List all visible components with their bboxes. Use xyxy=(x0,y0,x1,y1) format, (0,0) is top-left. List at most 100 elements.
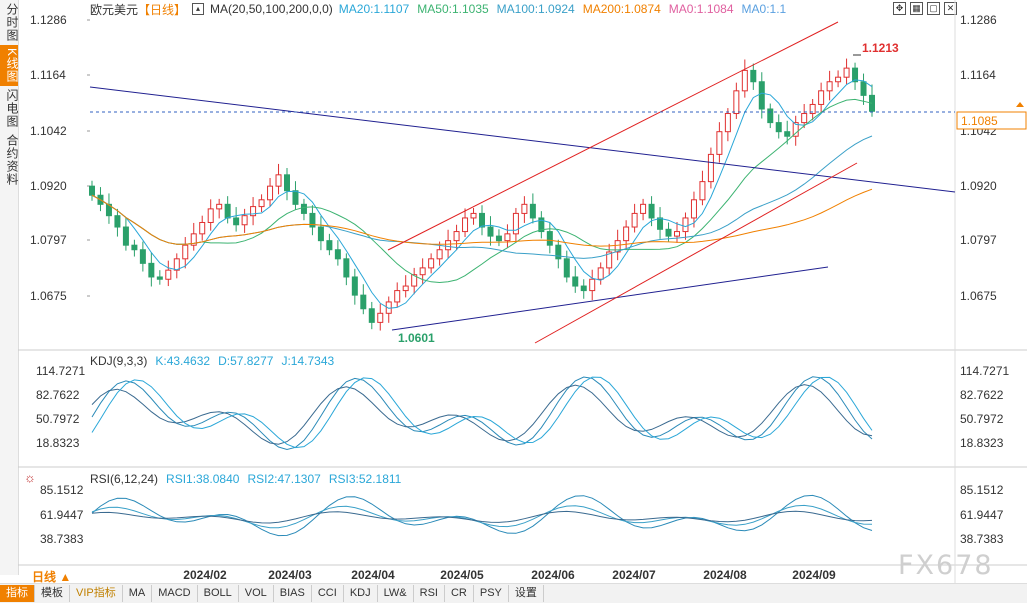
candle-body xyxy=(122,226,129,246)
rsi-title-row: RSI(6,12,24) RSI1:38.0840 RSI2:47.1307 R… xyxy=(90,472,401,486)
indicator-button-3[interactable]: MA xyxy=(123,585,153,602)
candle-body xyxy=(479,212,485,228)
maximize-icon[interactable]: ▢ xyxy=(927,2,940,15)
indicator-button-14[interactable]: 设置 xyxy=(509,585,544,602)
candle-body xyxy=(640,203,647,214)
candle-body xyxy=(114,215,121,228)
candle-body xyxy=(241,215,248,226)
indicator-button-11[interactable]: RSI xyxy=(414,585,445,602)
channel-upper xyxy=(387,21,839,251)
tab-flash-chart[interactable]: 闪电图 xyxy=(5,89,19,129)
left-price-tick-label: 1.1286 xyxy=(30,13,67,27)
trendline-descending xyxy=(89,86,956,193)
left-kdj-tick-label: 50.7972 xyxy=(36,412,80,426)
x-axis-label: 2024/09 xyxy=(792,568,836,582)
ma200-line xyxy=(91,188,873,247)
candle-body xyxy=(521,203,528,214)
candle-body xyxy=(707,153,714,183)
candle-body xyxy=(334,249,341,260)
candle-body xyxy=(801,113,808,124)
rsi-tick-label: 85.1512 xyxy=(960,483,1004,497)
x-axis-label: 2024/03 xyxy=(268,568,312,582)
price-tick-label: 1.0797 xyxy=(960,233,997,247)
kdj-tick-label: 114.7271 xyxy=(960,364,1009,378)
move-icon[interactable]: ✥ xyxy=(893,2,906,15)
kdj-title-row: KDJ(9,3,3) K:43.4632 D:57.8277 J:14.7343 xyxy=(90,354,334,368)
period-tag[interactable]: 【日线】 xyxy=(138,2,187,17)
rsi2-line xyxy=(91,504,873,529)
candle-body xyxy=(623,226,630,242)
indicator-button-13[interactable]: PSY xyxy=(474,585,509,602)
rsi-settings-icon[interactable]: ☼ xyxy=(24,470,36,485)
indicator-button-2[interactable]: VIP指标 xyxy=(70,585,123,602)
grid-icon[interactable]: ▦ xyxy=(910,2,923,15)
ma-settings-icon[interactable]: ▴ xyxy=(192,3,205,15)
price-tick-label: 1.0920 xyxy=(960,179,997,193)
candle-body xyxy=(199,221,206,235)
watermark: FX678 xyxy=(898,550,994,581)
candle-body xyxy=(300,203,307,214)
indicator-button-4[interactable]: MACD xyxy=(152,585,198,602)
rsi-1: RSI1:38.0840 xyxy=(166,472,240,486)
candle-body xyxy=(784,131,791,137)
rsi3-line xyxy=(91,510,873,524)
kdj-k: K:43.4632 xyxy=(155,354,211,368)
candle-body xyxy=(351,276,358,296)
candle-body xyxy=(614,240,621,253)
indicator-button-8[interactable]: CCI xyxy=(312,585,344,602)
candle-body xyxy=(563,258,570,278)
left-rsi-tick-label: 85.1512 xyxy=(40,483,84,497)
left-price-tick-label: 1.0797 xyxy=(30,233,67,247)
candle-body xyxy=(267,185,274,201)
current-price-box xyxy=(956,111,1027,130)
price-arrow-icon xyxy=(1016,102,1024,107)
period-selector[interactable]: 日线 ▲ xyxy=(32,570,72,584)
indicator-button-1[interactable]: 模板 xyxy=(35,585,70,602)
indicator-button-10[interactable]: LW& xyxy=(378,585,414,602)
tab-contract-info[interactable]: 合约资料 xyxy=(5,134,19,187)
kdj-j: J:14.7343 xyxy=(281,354,335,368)
x-axis-label: 2024/05 xyxy=(440,568,484,582)
candle-body xyxy=(453,231,460,242)
x-axis-label: 2024/07 xyxy=(612,568,656,582)
high-price-label: 1.1213 xyxy=(862,41,899,55)
candle-body xyxy=(360,294,367,310)
indicator-button-9[interactable]: KDJ xyxy=(344,585,378,602)
trendline-support xyxy=(391,266,829,331)
x-axis-label: 2024/06 xyxy=(531,568,575,582)
candle-body xyxy=(368,308,375,323)
channel-lower xyxy=(534,162,858,344)
close-icon[interactable]: ✕ xyxy=(944,2,957,15)
candle-body xyxy=(411,274,418,287)
indicator-button-12[interactable]: CR xyxy=(445,585,474,602)
tab-candle-chart[interactable]: K线图 xyxy=(0,45,19,87)
candle-body xyxy=(648,203,655,219)
candle-body xyxy=(317,226,324,242)
indicator-button-6[interactable]: VOL xyxy=(239,585,274,602)
candle-body xyxy=(657,217,664,230)
tab-time-chart[interactable]: 分时图 xyxy=(5,3,19,42)
indicator-button-5[interactable]: BOLL xyxy=(198,585,239,602)
candle-body xyxy=(105,203,112,217)
candle-body xyxy=(495,235,502,242)
candle-body xyxy=(512,212,519,235)
candle-body xyxy=(275,174,282,187)
candle-body xyxy=(224,203,231,219)
left-rsi-tick-label: 38.7383 xyxy=(40,532,84,546)
candle-body xyxy=(258,199,265,208)
kdj-tick-label: 82.7622 xyxy=(960,388,1004,402)
left-price-tick-label: 1.1164 xyxy=(30,68,66,82)
left-rsi-tick-label: 61.9447 xyxy=(40,508,84,522)
candle-body xyxy=(165,269,172,280)
candle-body xyxy=(546,231,553,246)
candle-body xyxy=(148,262,155,278)
kdj-title: KDJ(9,3,3) xyxy=(90,354,148,368)
rsi-tick-label: 38.7383 xyxy=(960,532,1004,546)
left-price-tick-label: 1.0675 xyxy=(30,289,67,303)
candle-body xyxy=(631,212,638,228)
indicator-button-7[interactable]: BIAS xyxy=(274,585,312,602)
kdj-tick-label: 18.8323 xyxy=(960,436,1004,450)
kdj-tick-label: 50.7972 xyxy=(960,412,1004,426)
indicator-button-0[interactable]: 指标 xyxy=(0,585,35,602)
candle-body xyxy=(733,90,740,115)
